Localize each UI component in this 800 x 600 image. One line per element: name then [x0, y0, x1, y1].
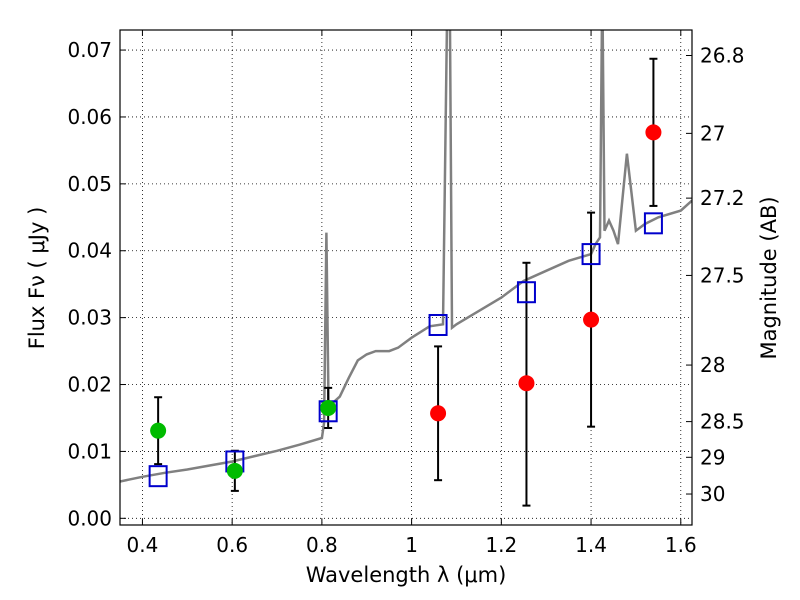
y-tick-label: 0.05	[67, 172, 112, 196]
observed-points	[150, 124, 662, 479]
model-square	[148, 465, 168, 488]
y2-tick-label: 27.2	[700, 186, 745, 210]
x-tick-label: 1.2	[485, 533, 517, 557]
plot-frame	[119, 29, 693, 526]
y-tick-label: 0.06	[67, 105, 112, 129]
y-tick-label: 0.00	[67, 506, 112, 530]
y-tick-label: 0.07	[67, 38, 112, 62]
x-axis-ticks: 0.4 0.6 0.8 1 1.2 1.4 1.6	[127, 30, 697, 557]
y2-tick-label: 29	[700, 445, 725, 469]
x-axis-label: Wavelength λ (μm)	[306, 563, 507, 587]
spectrum-line	[120, 30, 692, 483]
grid-lines	[120, 30, 692, 525]
model-squares	[148, 212, 663, 488]
y-axis-label: Flux Fν ( μJy )	[25, 207, 49, 350]
model-square	[643, 212, 663, 235]
y2-axis-ticks: 26.8 27 27.2 27.5 28 28.5 29 30	[686, 44, 745, 506]
y2-tick-label: 28	[700, 353, 725, 377]
y-axis-ticks: 0.00 0.01 0.02 0.03 0.04 0.05 0.06 0.07	[67, 38, 126, 530]
green-point	[150, 422, 167, 439]
red-point	[645, 124, 662, 141]
model-square	[428, 313, 448, 336]
x-tick-label: 1	[405, 533, 418, 557]
y-tick-label: 0.03	[67, 306, 112, 330]
x-tick-label: 0.8	[306, 533, 338, 557]
y2-axis-label: Magnitude (AB)	[757, 196, 781, 359]
y2-tick-label: 27	[700, 121, 725, 145]
y-tick-label: 0.04	[67, 239, 112, 263]
x-tick-label: 1.6	[665, 533, 697, 557]
y2-tick-label: 27.5	[700, 263, 745, 287]
model-square	[516, 281, 536, 304]
x-tick-label: 1.4	[575, 533, 607, 557]
model-square	[581, 243, 601, 266]
y2-tick-label: 26.8	[700, 44, 745, 68]
y2-tick-label: 30	[700, 482, 725, 506]
error-bars	[154, 57, 658, 507]
green-point	[320, 399, 337, 416]
red-point	[430, 405, 447, 422]
y-tick-label: 0.02	[67, 373, 112, 397]
y-tick-label: 0.01	[67, 439, 112, 463]
red-point	[583, 311, 600, 328]
y2-tick-label: 28.5	[700, 410, 745, 434]
x-tick-label: 0.6	[216, 533, 248, 557]
green-point	[226, 462, 243, 479]
x-tick-label: 0.4	[127, 533, 159, 557]
red-point	[518, 375, 535, 392]
